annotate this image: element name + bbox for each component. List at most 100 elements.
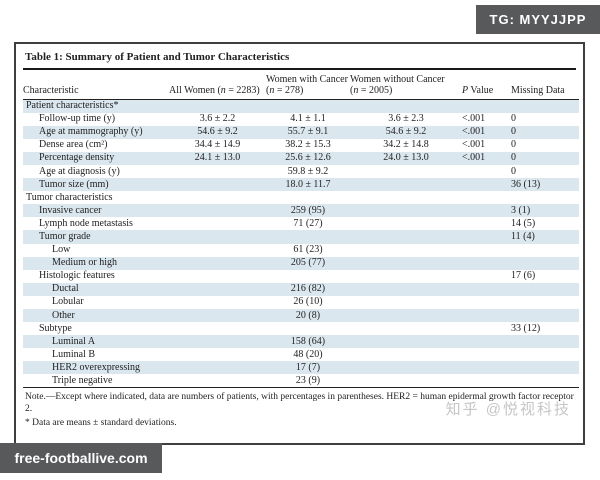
row-value [266,100,350,113]
row-value [169,322,266,335]
row-value [266,322,350,335]
row-value: 205 (77) [290,257,326,269]
table-row: Lymph node metastasis 71 (27) 14 (5) [23,217,579,230]
row-label: Lobular [52,296,84,308]
row-label: Age at diagnosis (y) [39,165,120,177]
row-value: 61 (23) [293,244,323,256]
row-value: 17 (6) [511,270,536,282]
col-header-women-with-cancer: Women with Cancer (n = 278) [266,70,350,100]
col-header-characteristic: Characteristic [23,70,169,100]
row-value [511,335,579,348]
table-row: Tumor characteristics [23,191,579,204]
row-label: Low [52,244,71,256]
row-value [169,230,266,243]
row-value: <.001 [462,139,486,151]
row-label: Triple negative [52,374,113,386]
row-value [462,257,511,270]
row-value [266,191,350,204]
row-value [266,230,350,243]
row-value [350,257,462,270]
table-row: Other 20 (8) [23,309,579,323]
col-header-missing-data: Missing Data [511,70,579,100]
row-value [462,335,511,348]
table-row: Luminal B 48 (20) [23,348,579,361]
row-value [462,322,511,335]
row-label: Luminal B [52,348,96,360]
row-value [462,100,511,113]
row-value [169,309,266,322]
row-value [462,165,511,178]
table-row: Histologic features 17 (6) [23,270,579,283]
row-value [350,309,462,322]
row-value [169,335,266,348]
col-header-all-women: All Women (n = 2283) [169,70,266,100]
row-value: 0 [511,126,516,138]
row-value [350,322,462,335]
row-value [350,191,462,204]
table-body: Patient characteristics* Follow-up time (… [23,99,579,388]
row-value [169,361,266,374]
header-row: Characteristic All Women (n = 2283) Wome… [23,70,579,100]
row-value: 216 (82) [290,283,326,295]
row-value: 17 (7) [295,361,321,373]
row-value: <.001 [462,152,486,164]
row-value [350,361,462,374]
row-value [169,244,266,257]
row-value [462,191,511,204]
row-value: 18.0 ± 11.7 [285,178,331,190]
row-value: 20 (8) [295,309,321,321]
row-value: 33 (12) [511,322,541,334]
row-value: 34.2 ± 14.8 [383,139,429,151]
row-value [169,100,266,113]
row-value: 54.6 ± 9.2 [197,126,238,138]
row-value [266,270,350,283]
table-row: Ductal 216 (82) [23,282,579,296]
row-value: 0 [511,139,516,151]
row-value [462,230,511,243]
table-row: HER2 overexpressing 17 (7) [23,361,579,375]
row-value [350,296,462,309]
row-value: 23 (9) [295,374,321,386]
row-value [511,348,579,361]
row-value [169,204,266,217]
row-value: 25.6 ± 12.6 [285,152,331,164]
row-label: Histologic features [39,270,115,282]
row-value [350,244,462,257]
row-value [169,257,266,270]
row-label: Medium or high [52,257,117,269]
footnote-asterisk: * Data are means ± standard deviations. [25,418,177,429]
table-row: Lobular 26 (10) [23,296,579,309]
row-value: 26 (10) [293,296,323,308]
row-label: Dense area (cm²) [39,139,108,151]
row-value [511,257,579,270]
row-value: 14 (5) [511,217,536,229]
row-value: 259 (95) [290,204,326,216]
row-value: 71 (27) [293,217,323,229]
row-value [350,374,462,387]
row-label: Follow-up time (y) [39,113,116,125]
row-value [350,100,462,113]
row-value [350,178,462,191]
row-value [511,374,579,387]
row-value [462,348,511,361]
table-row: Triple negative 23 (9) [23,374,579,387]
row-value: 48 (20) [293,348,323,360]
telegram-badge: TG: MYYJJPP [476,5,600,34]
row-value: <.001 [462,113,486,125]
row-value [350,283,462,296]
row-value: 3.6 ± 2.2 [199,113,236,125]
table-row: Age at diagnosis (y) 59.8 ± 9.2 0 [23,165,579,178]
row-value: 4.1 ± 1.1 [290,113,326,125]
row-value: 0 [511,113,516,125]
row-value [511,191,579,204]
col-header-p-value: P Value [462,70,511,100]
row-value [169,165,266,178]
table-row: Patient characteristics* [23,99,579,113]
row-value [169,217,266,230]
row-label: Other [52,309,75,321]
row-value [462,244,511,257]
table-row: Invasive cancer 259 (95) 3 (1) [23,204,579,218]
row-value [462,178,511,191]
row-value: 55.7 ± 9.1 [287,126,329,138]
